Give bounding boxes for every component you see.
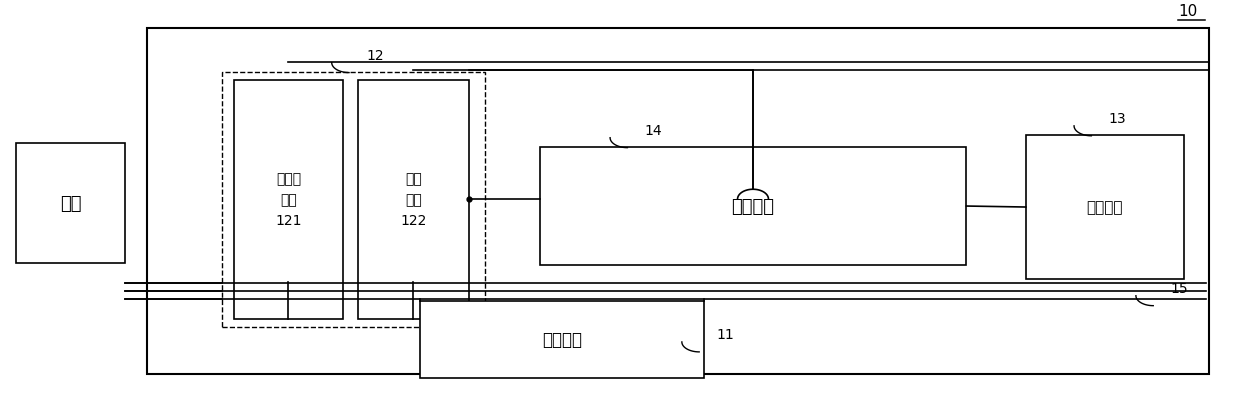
Text: 电机: 电机 xyxy=(60,194,82,213)
Text: 13: 13 xyxy=(1109,112,1126,126)
Bar xyxy=(1025,136,1184,279)
Text: 受电线圈: 受电线圈 xyxy=(542,330,582,348)
Text: 电芯模组: 电芯模组 xyxy=(732,198,775,215)
Text: 10: 10 xyxy=(1178,4,1198,19)
Bar xyxy=(148,29,1209,374)
Text: 14: 14 xyxy=(645,124,662,138)
Bar xyxy=(222,73,485,327)
Bar xyxy=(16,144,125,264)
Bar xyxy=(419,301,704,378)
Bar xyxy=(357,81,469,319)
Text: 开关
模组
122: 开关 模组 122 xyxy=(401,172,427,227)
Text: 12: 12 xyxy=(366,49,384,63)
Bar xyxy=(234,81,343,319)
Bar xyxy=(539,148,966,265)
Text: 三相桥
电路
121: 三相桥 电路 121 xyxy=(275,172,301,227)
Text: 控制模组: 控制模组 xyxy=(1086,200,1123,215)
Text: 15: 15 xyxy=(1171,281,1188,295)
Text: 11: 11 xyxy=(717,327,734,341)
